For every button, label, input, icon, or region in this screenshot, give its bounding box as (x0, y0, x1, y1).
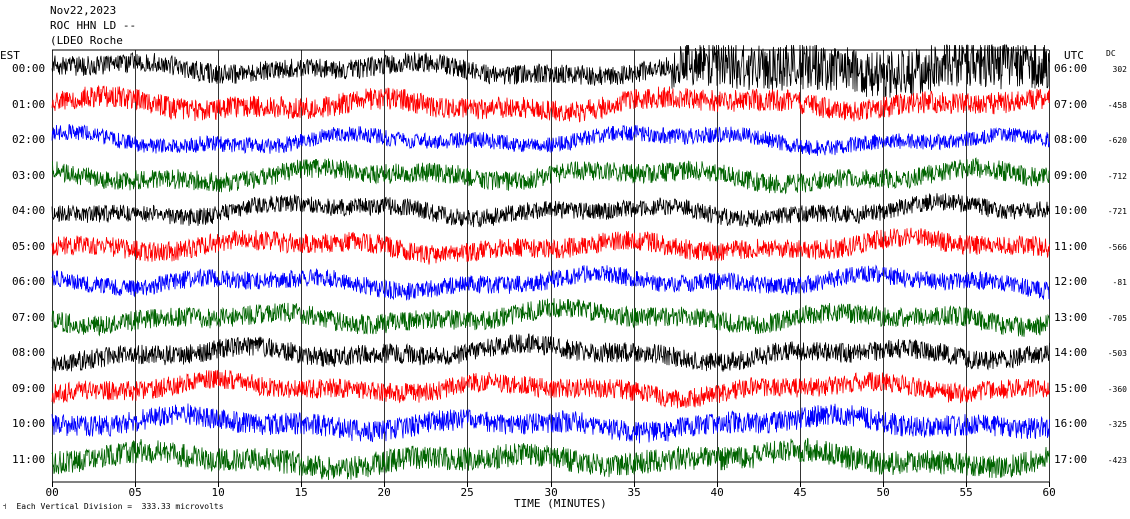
x-tick-label: 30 (544, 486, 558, 499)
row-dc-value: -360 (1107, 384, 1127, 394)
row-label-utc: 13:00 (1054, 310, 1088, 324)
row-label-utc: 09:00 (1054, 168, 1088, 182)
row-label-utc: 17:00 (1054, 452, 1088, 466)
x-axis-label: TIME (MINUTES) (514, 497, 607, 510)
left-axis-label: EST (0, 49, 20, 62)
station-date: Nov22,2023 (50, 4, 117, 17)
trace-0800 (51, 333, 1050, 372)
row-label-utc: 12:00 (1054, 275, 1088, 288)
row-label-est: 08:00 (12, 346, 46, 359)
vertical-division-note: ˦ Each Vertical Division = 333.33 microv… (2, 502, 224, 511)
x-tick-label: 05 (128, 486, 142, 499)
x-tick-label: 25 (460, 486, 474, 499)
x-tick-label: 00 (45, 486, 59, 499)
row-label-utc: 06:00 (1054, 62, 1088, 75)
station-id: ROC HHN LD -- (50, 19, 137, 32)
right-axis-label: UTC (1064, 49, 1084, 62)
trace-0500 (51, 227, 1050, 265)
row-label-est: 11:00 (12, 452, 46, 466)
seismic-traces (51, 43, 1050, 481)
trace-0200 (51, 124, 1050, 156)
row-label-est: 01:00 (12, 97, 46, 111)
footer-note: Each Vertical Division = 333.33 microvol… (16, 502, 224, 511)
row-dc-value: -620 (1107, 136, 1127, 145)
trace-0600 (51, 264, 1050, 301)
footer-glyph: ˦ (2, 502, 17, 511)
row-dc-value: -712 (1107, 171, 1127, 181)
row-label-est: 02:00 (12, 133, 46, 146)
row-label-est: 07:00 (12, 310, 46, 324)
trace-1100 (51, 437, 1050, 481)
row-dc-value: -705 (1107, 313, 1127, 323)
x-tick-label: 20 (377, 486, 391, 499)
row-dc-value: -81 (1112, 278, 1127, 287)
row-dc-value: -423 (1107, 455, 1127, 465)
row-dc-value: -721 (1107, 207, 1127, 216)
trace-0000 (51, 43, 1050, 98)
row-dc-value: -458 (1107, 100, 1127, 110)
row-label-utc: 15:00 (1054, 381, 1088, 395)
row-label-utc: 10:00 (1054, 204, 1088, 217)
x-tick-label: 40 (710, 486, 724, 499)
row-label-est: 09:00 (12, 381, 46, 395)
row-dc-value: -325 (1107, 420, 1127, 429)
row-label-utc: 07:00 (1054, 97, 1088, 111)
x-tick-label: 60 (1042, 486, 1056, 499)
row-label-est: 04:00 (12, 204, 46, 217)
trace-0400 (51, 193, 1050, 228)
x-tick-label: 50 (876, 486, 890, 499)
station-network: (LDEO Roche (50, 34, 123, 47)
trace-1000 (51, 403, 1050, 444)
trace-0300 (51, 157, 1050, 195)
x-tick-label: 10 (211, 486, 225, 499)
trace-0900 (51, 369, 1050, 409)
x-tick-label: 55 (959, 486, 973, 499)
row-dc-value: 302 (1112, 65, 1127, 74)
dc-label: DC (1106, 49, 1116, 58)
row-label-utc: 14:00 (1054, 346, 1088, 359)
row-label-est: 00:00 (12, 62, 46, 75)
x-tick-label: 15 (294, 486, 308, 499)
row-label-est: 06:00 (12, 275, 46, 288)
row-dc-value: -566 (1107, 242, 1127, 252)
vertical-gridlines (52, 50, 1050, 482)
trace-0700 (51, 298, 1050, 337)
x-tick-label: 45 (793, 486, 807, 499)
row-label-est: 05:00 (12, 239, 46, 253)
row-label-utc: 08:00 (1054, 133, 1088, 146)
x-tick-label: 35 (627, 486, 641, 499)
row-label-utc: 11:00 (1054, 239, 1088, 253)
row-label-utc: 16:00 (1054, 417, 1088, 430)
x-axis-ticks (52, 482, 1050, 487)
row-label-est: 10:00 (12, 417, 46, 430)
trace-0100 (51, 84, 1050, 123)
row-dc-value: -503 (1107, 349, 1127, 358)
row-label-est: 03:00 (12, 168, 46, 182)
